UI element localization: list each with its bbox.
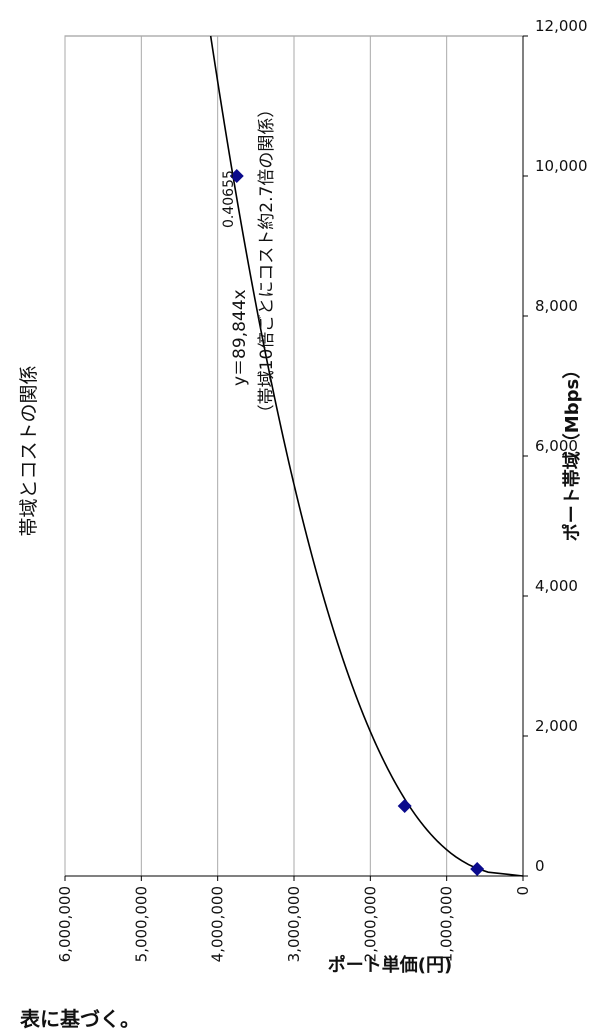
y-tick-label: 5,000,000 — [132, 886, 150, 962]
data-points — [229, 169, 485, 876]
y-tick-label: 1,000,000 — [438, 886, 456, 962]
footer-note: 表に基づく。 — [20, 1007, 140, 1031]
x-tick-label: 2,000 — [535, 717, 578, 735]
y-axis: 0 1,000,000 2,000,000 3,000,000 4,000,000 5,0… — [56, 875, 532, 962]
rotated-chart: 0 2,000 4,000 6,000 8,000 10,000 12,000 0 1,000… — [18, 17, 588, 1031]
y-tick-label: 4,000,000 — [209, 886, 227, 962]
x-axis-label: ポート帯域（Mbps） — [561, 361, 583, 541]
y-axis-label: ポート単価(円) — [328, 954, 452, 976]
y-tick-label: 6,000,000 — [56, 886, 74, 962]
x-tick-label: 0 — [535, 857, 545, 875]
x-tick-label: 10,000 — [535, 157, 588, 175]
x-axis: 0 2,000 4,000 6,000 8,000 10,000 12,000 — [522, 17, 588, 877]
x-tick-label: 4,000 — [535, 577, 578, 595]
gridlines — [64, 36, 448, 876]
x-tick-label: 6,000 — [535, 437, 578, 455]
x-tick-label: 8,000 — [535, 297, 578, 315]
data-point — [397, 799, 412, 813]
x-tick-label: 12,000 — [535, 17, 588, 35]
y-tick-label: 2,000,000 — [361, 886, 379, 962]
data-point — [229, 169, 244, 183]
y-tick-label: 0 — [514, 886, 532, 896]
trendline-equation: y＝89,844x — [230, 289, 250, 386]
trendline-exponent: 0.40655 — [221, 170, 237, 228]
chart-title: 帯域とコストの関係 — [18, 365, 40, 536]
trendline-note: （帯域10倍ごとにコスト約2.7倍の関係） — [257, 101, 277, 422]
y-tick-label: 3,000,000 — [285, 886, 303, 962]
data-point — [470, 862, 485, 876]
